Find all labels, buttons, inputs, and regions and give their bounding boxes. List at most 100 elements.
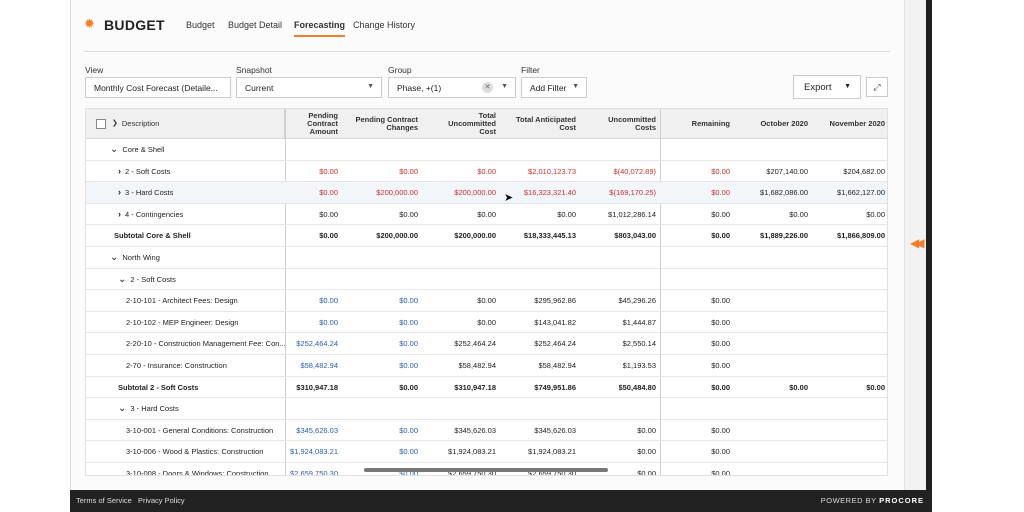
table-header: ❯ Description Pending Contract Amount Pe… xyxy=(86,109,887,139)
column-header-october-2020[interactable]: October 2020 xyxy=(760,119,808,128)
chevron-down-icon[interactable]: ⌄ xyxy=(110,144,119,155)
tab-forecasting[interactable]: Forecasting xyxy=(294,20,346,37)
group-select[interactable]: Phase, +(1) ✕ ▼ xyxy=(388,77,516,98)
column-header-total-uncommitted-cost[interactable]: Total Uncommitted Cost xyxy=(448,111,496,136)
page-footer: Terms of Service Privacy Policy POWERED … xyxy=(70,490,932,512)
clear-icon[interactable]: ✕ xyxy=(482,82,493,93)
row-description: ⌄ 2 - Soft Costs xyxy=(118,269,313,290)
table-cell: $0.00 xyxy=(711,382,730,392)
group-select-value: Phase, +(1) xyxy=(397,83,442,93)
table-cell[interactable]: $0.00 xyxy=(319,317,338,327)
screen-margin-left xyxy=(0,0,70,512)
table-cell xyxy=(812,312,887,333)
table-row[interactable]: 3-10-001 - General Conditions: Construct… xyxy=(86,420,887,442)
table-cell: $0.00 xyxy=(866,209,885,219)
table-cell: $0.00 xyxy=(319,188,338,198)
chevron-down-icon[interactable]: ⌄ xyxy=(118,403,127,415)
row-label: 2 - Soft Costs xyxy=(125,166,171,176)
chevron-right-icon[interactable]: › xyxy=(118,208,121,219)
subtotal-row: Subtotal Core & Shell $0.00 $200,000.00 $20… xyxy=(86,225,887,247)
table-cell[interactable]: $345,626.03 xyxy=(296,425,338,435)
table-cell: $310,947.18 xyxy=(454,382,496,392)
chevron-right-icon[interactable]: › xyxy=(118,187,121,198)
column-header-remaining[interactable]: Remaining xyxy=(691,119,730,128)
table-cell[interactable]: $0.00 xyxy=(399,361,418,370)
table-cell[interactable]: $2,659,750.30 xyxy=(290,469,338,476)
table-cell: $58,482.94 xyxy=(458,361,496,370)
privacy-policy-link[interactable]: Privacy Policy xyxy=(137,496,185,505)
table-cell xyxy=(734,441,812,462)
row-label: 2 - Soft Costs xyxy=(130,274,176,284)
table-row[interactable]: 2-10-102 - MEP Engineer: Design $0.00 $0.0… xyxy=(86,312,887,334)
chevron-down-icon[interactable]: ⌄ xyxy=(110,252,119,263)
table-row[interactable]: 3-10-008 - Doors & Windows: Construction… xyxy=(86,463,887,476)
chevron-down-icon[interactable]: ❯ xyxy=(112,120,118,127)
row-description: ⌄ North Wing xyxy=(110,247,305,268)
table-cell: $0.00 xyxy=(637,447,656,457)
table-row[interactable]: › 3 - Hard Costs $0.00 $200,000.00 $200,000.… xyxy=(86,182,887,204)
table-cell: $0.00 xyxy=(711,317,730,327)
table-cell: $803,043.00 xyxy=(614,231,656,241)
select-all-checkbox[interactable] xyxy=(96,119,106,129)
row-label: Subtotal Core & Shell xyxy=(114,231,191,241)
group-row[interactable]: ⌄ North Wing xyxy=(86,247,887,269)
table-row[interactable]: 2-70 - Insurance: Construction $58,482.94… xyxy=(86,355,887,377)
table-cell[interactable]: $0.00 xyxy=(399,447,418,457)
table-cell: $0.00 xyxy=(637,469,656,476)
group-row[interactable]: ⌄ 2 - Soft Costs xyxy=(86,269,887,291)
table-cell: $0.00 xyxy=(637,425,656,435)
chevron-down-icon[interactable]: ⌄ xyxy=(118,273,127,285)
terms-of-service-link[interactable]: Terms of Service xyxy=(76,496,132,505)
table-cell[interactable]: $1,924,083.21 xyxy=(290,447,338,457)
collapse-arrows-icon[interactable]: ◀◀ xyxy=(910,236,925,250)
snapshot-select[interactable]: Current ▼ xyxy=(236,77,382,98)
table-cell: $0.00 xyxy=(711,296,730,306)
column-header-pending-contract-amount[interactable]: Pending Contract Amount xyxy=(307,111,338,136)
expand-icon[interactable]: ⤢ xyxy=(866,77,888,97)
horizontal-scrollbar[interactable] xyxy=(364,468,608,472)
gear-icon: ✹ xyxy=(84,16,95,31)
table-cell: $0.00 xyxy=(866,382,885,392)
side-panel-toggle-strip[interactable] xyxy=(904,0,926,490)
group-row[interactable]: ⌄ Core & Shell xyxy=(86,139,887,161)
table-cell: $2,550.14 xyxy=(622,339,656,349)
column-header-november-2020[interactable]: November 2020 xyxy=(829,119,885,128)
table-cell[interactable]: $0.00 xyxy=(319,296,338,306)
view-select[interactable]: Monthly Cost Forecast (Detaile... xyxy=(85,77,231,98)
table-row[interactable]: 2-20-10 - Construction Management Fee: C… xyxy=(86,333,887,355)
table-cell[interactable]: $0.00 xyxy=(399,425,418,435)
tab-budget-detail[interactable]: Budget Detail xyxy=(228,20,283,30)
column-header-total-anticipated-cost[interactable]: Total Anticipated Cost xyxy=(516,115,576,132)
page-header: ✹ BUDGET Budget Budget Detail Forecastin… xyxy=(84,12,890,52)
table-cell[interactable]: $0.00 xyxy=(399,296,418,306)
column-header-pending-contract-changes[interactable]: Pending Contract Changes xyxy=(355,115,418,132)
tab-budget[interactable]: Budget xyxy=(186,20,215,30)
table-cell[interactable]: $0.00 xyxy=(399,339,418,349)
table-row[interactable]: › 2 - Soft Costs $0.00 $0.00 $0.00 $2,010,123… xyxy=(86,161,887,183)
row-description: ⌄ Core & Shell xyxy=(110,139,305,160)
tab-change-history[interactable]: Change History xyxy=(353,20,416,30)
row-label: Core & Shell xyxy=(122,145,165,154)
column-header-description[interactable]: ❯ Description xyxy=(86,109,285,139)
table-cell[interactable]: $252,464.24 xyxy=(296,339,338,349)
table-cell: $749,951.86 xyxy=(534,382,576,392)
column-header-uncommitted-costs[interactable]: Uncommitted Costs xyxy=(608,115,656,132)
table-cell xyxy=(812,355,887,376)
table-row[interactable]: 3-10-006 - Wood & Plastics: Construction… xyxy=(86,441,887,463)
export-button[interactable]: Export ▼ xyxy=(793,75,861,99)
group-row[interactable]: ⌄ 3 - Hard Costs xyxy=(86,398,887,420)
table-cell xyxy=(812,441,887,462)
column-divider xyxy=(660,109,661,475)
table-cell[interactable]: $0.00 xyxy=(399,469,418,476)
table-cell: $207,140.00 xyxy=(766,166,808,176)
table-cell[interactable]: $0.00 xyxy=(399,317,418,327)
table-cell: $0.00 xyxy=(399,382,418,392)
table-cell: $(40,072.89) xyxy=(613,166,656,176)
chevron-right-icon[interactable]: › xyxy=(118,165,121,176)
add-filter-select[interactable]: Add Filter ▼ xyxy=(521,77,587,98)
table-cell: $252,464.24 xyxy=(454,339,496,349)
table-cell[interactable]: $58,482.94 xyxy=(300,361,338,370)
table-row[interactable]: › 4 - Contingencies $0.00 $0.00 $0.00 $0.00 $1… xyxy=(86,204,887,226)
table-cell: $1,924,083.21 xyxy=(448,447,496,457)
table-row[interactable]: 2-10-101 - Architect Fees: Design $0.00 $0… xyxy=(86,290,887,312)
